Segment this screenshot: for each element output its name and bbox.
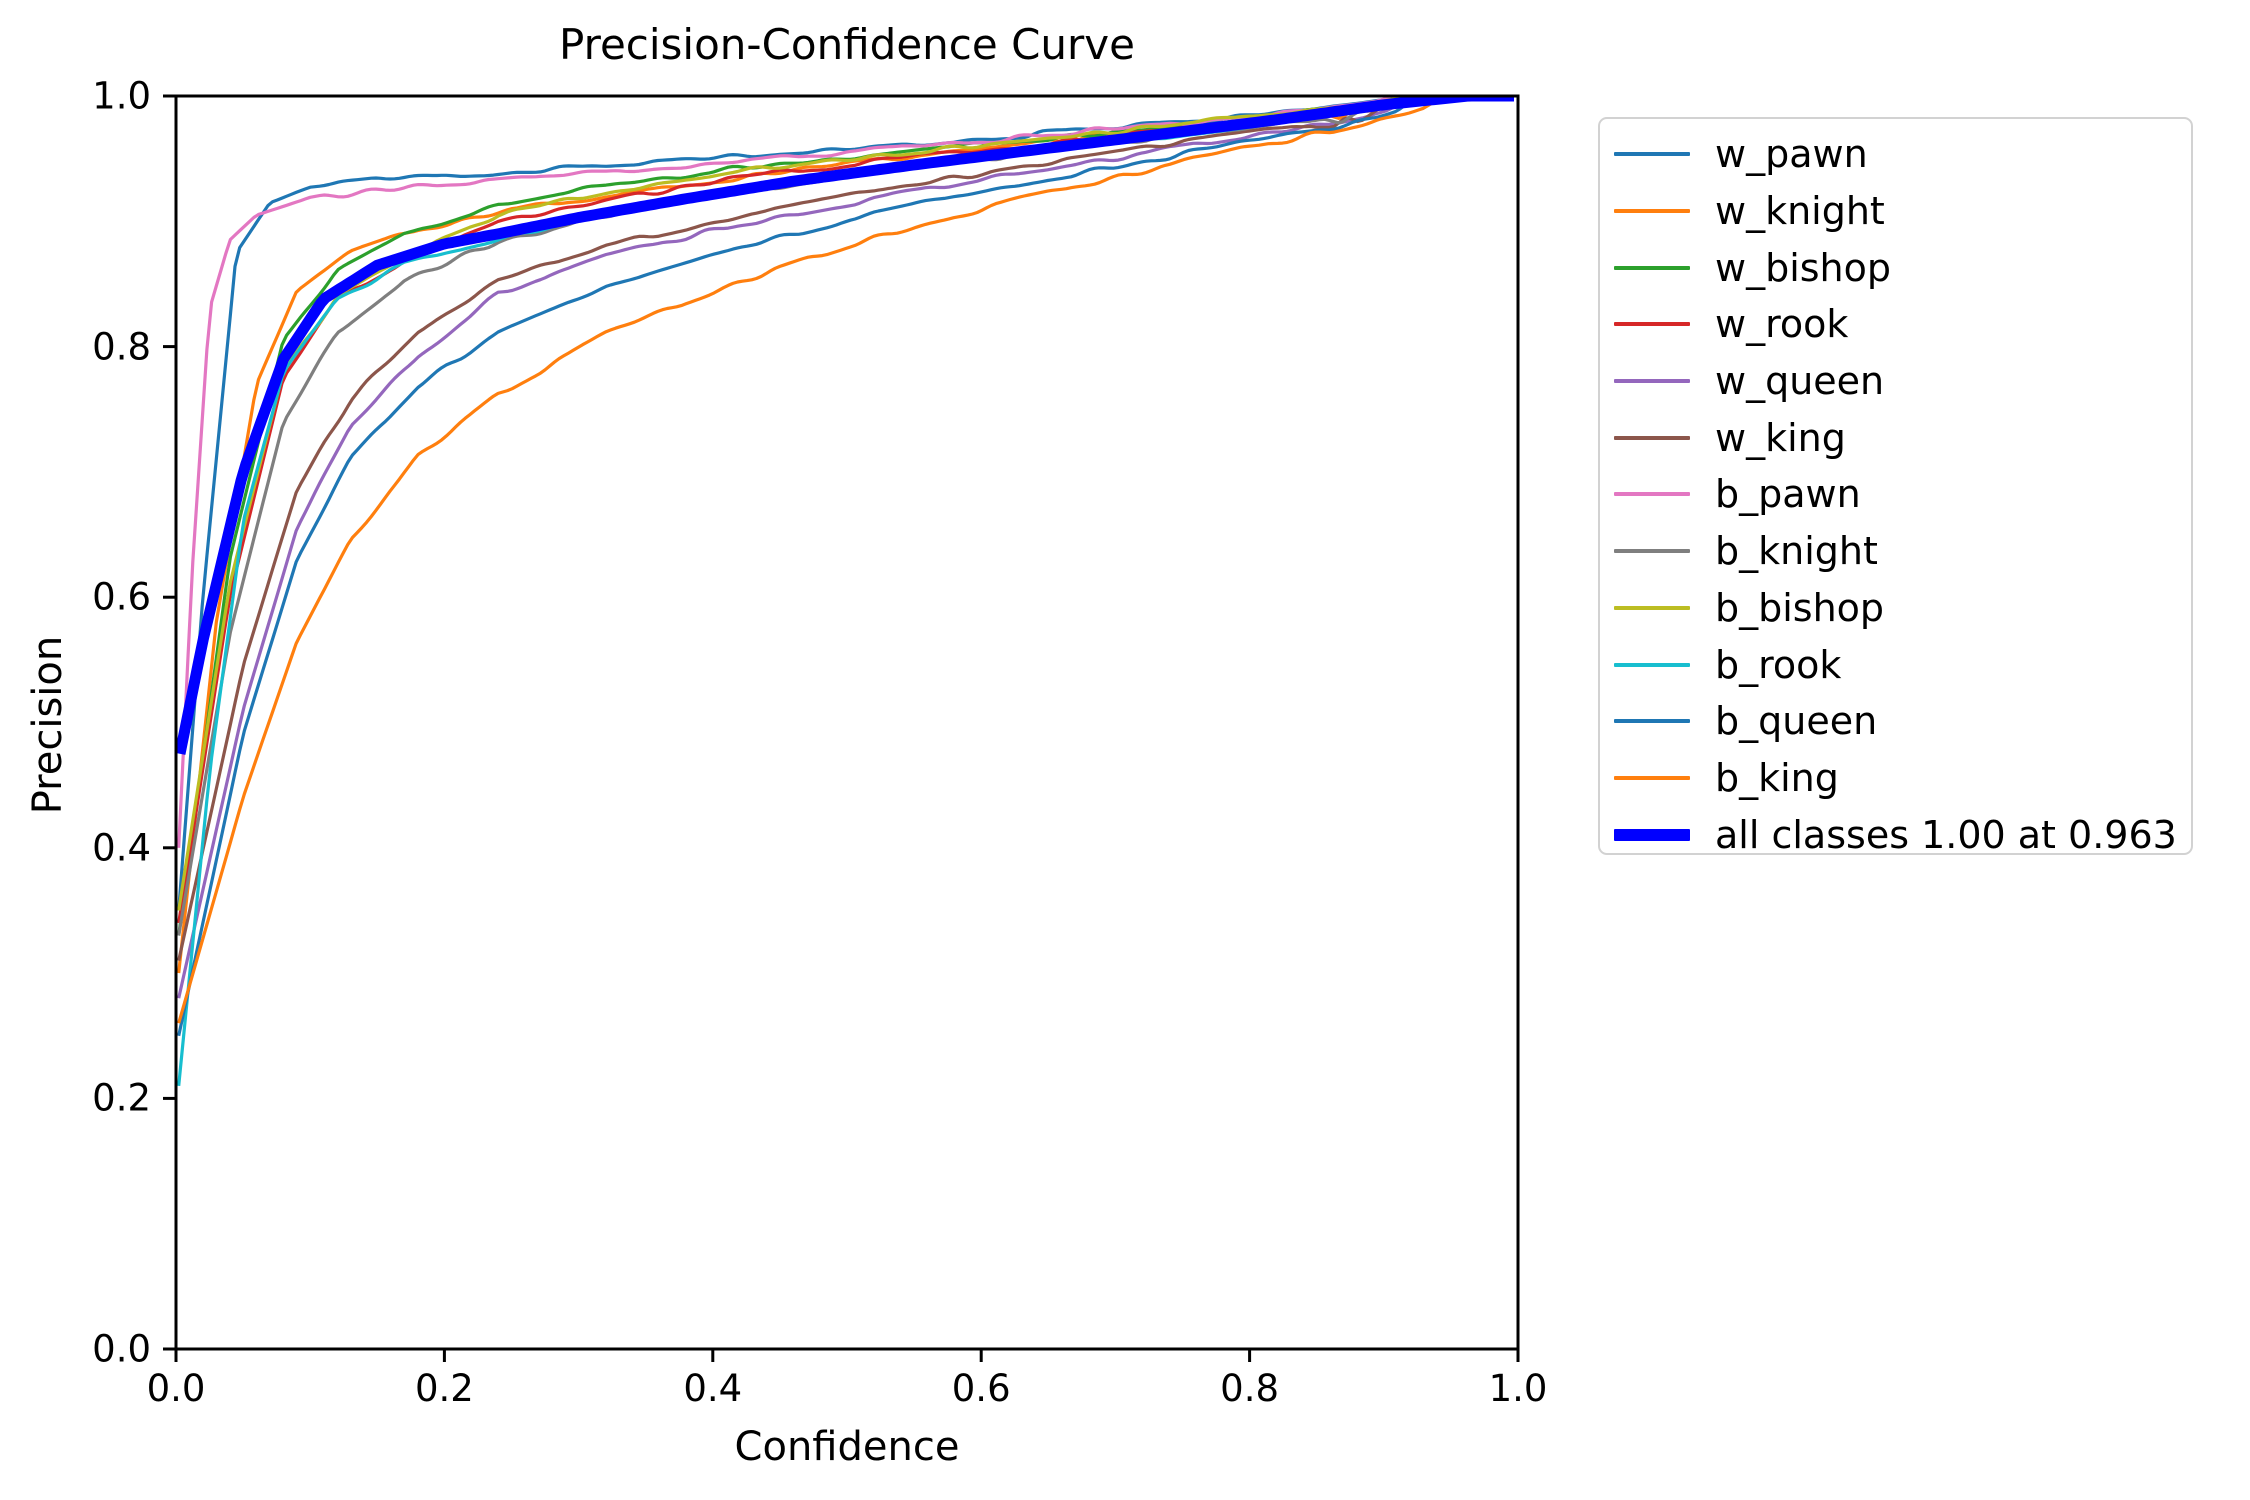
legend-line-swatch <box>1614 719 1690 724</box>
series-line-w_queen <box>177 96 1415 999</box>
legend-item: w_bishop <box>1600 239 2191 296</box>
y-tick-label: 0.8 <box>92 325 151 369</box>
legend-item: w_pawn <box>1600 126 2191 183</box>
axes-spines <box>174 94 1520 1351</box>
legend-line-swatch <box>1614 209 1690 214</box>
y-tick-label: 0.2 <box>92 1076 151 1120</box>
legend-line-swatch <box>1614 492 1690 497</box>
legend-line-swatch <box>1614 549 1690 554</box>
series-line-b_pawn <box>177 96 1391 848</box>
x-tick-label: 0.6 <box>951 1367 1011 1410</box>
legend-line-swatch <box>1614 828 1690 841</box>
chart-title: Precision-Confidence Curve <box>559 20 1135 69</box>
series-line-w_bishop <box>177 97 1392 936</box>
legend-line-swatch <box>1614 379 1690 384</box>
legend-label: b_king <box>1715 755 1839 800</box>
curves-group <box>176 96 1515 1087</box>
y-tick-label: 0.6 <box>92 575 151 619</box>
legend-label: w_queen <box>1715 359 1885 404</box>
x-tick-label: 0.0 <box>146 1367 206 1410</box>
legend-label: w_pawn <box>1715 132 1868 177</box>
x-tick-label: 0.2 <box>414 1367 474 1410</box>
y-tick-label: 0.4 <box>92 826 151 870</box>
y-tick-label: 1.0 <box>92 74 151 118</box>
legend-label: b_knight <box>1715 529 1878 574</box>
series-line-all-classes <box>176 96 1515 755</box>
series-line-w_king <box>177 98 1392 961</box>
legend-item: b_queen <box>1600 693 2191 750</box>
legend-label: w_rook <box>1715 302 1849 347</box>
legend-item: w_knight <box>1600 183 2191 240</box>
legend-item: w_rook <box>1600 296 2191 353</box>
series-line-b_king <box>177 96 1444 1024</box>
legend-item: b_pawn <box>1600 466 2191 523</box>
legend-label: w_bishop <box>1715 245 1892 290</box>
x-tick-label: 0.8 <box>1220 1367 1280 1410</box>
legend-label: b_pawn <box>1715 472 1861 517</box>
series-line-b_knight <box>177 96 1401 936</box>
legend-line-swatch <box>1614 152 1690 157</box>
legend-line-swatch <box>1614 435 1690 440</box>
legend-label: b_rook <box>1715 642 1842 687</box>
legend-line-swatch <box>1614 605 1690 610</box>
y-tick-label: 0.0 <box>92 1327 151 1371</box>
legend-item: b_bishop <box>1600 580 2191 637</box>
legend-line-swatch <box>1614 265 1690 270</box>
x-tick-label: 0.4 <box>683 1367 743 1410</box>
x-tick-label: 1.0 <box>1488 1367 1548 1410</box>
legend-box: w_pawn w_knight w_bishop w_rook w_queen w_kin… <box>1598 117 2193 857</box>
series-line-b_queen <box>177 97 1415 1037</box>
legend-item: b_knight <box>1600 523 2191 580</box>
legend-item: b_king <box>1600 750 2191 807</box>
legend-line-swatch <box>1614 775 1690 780</box>
series-line-w_knight <box>177 96 1401 974</box>
legend-line-swatch <box>1614 662 1690 667</box>
y-axis-label: Precision <box>25 635 71 815</box>
legend-label: all classes 1.00 at 0.963 <box>1715 812 2177 857</box>
legend-item: b_rook <box>1600 636 2191 693</box>
x-axis-label: Confidence <box>734 1424 960 1470</box>
legend-item: all classes 1.00 at 0.963 <box>1600 806 2191 863</box>
series-line-w_rook <box>177 96 1410 924</box>
series-line-b_bishop <box>177 96 1405 911</box>
series-line-w_pawn <box>177 96 1401 911</box>
legend-label: w_knight <box>1715 189 1885 234</box>
legend-label: b_queen <box>1715 699 1878 744</box>
legend-item: w_queen <box>1600 353 2191 410</box>
legend-line-swatch <box>1614 322 1690 327</box>
legend-label: b_bishop <box>1715 585 1885 630</box>
legend-item: w_king <box>1600 409 2191 466</box>
legend-label: w_king <box>1715 415 1846 460</box>
